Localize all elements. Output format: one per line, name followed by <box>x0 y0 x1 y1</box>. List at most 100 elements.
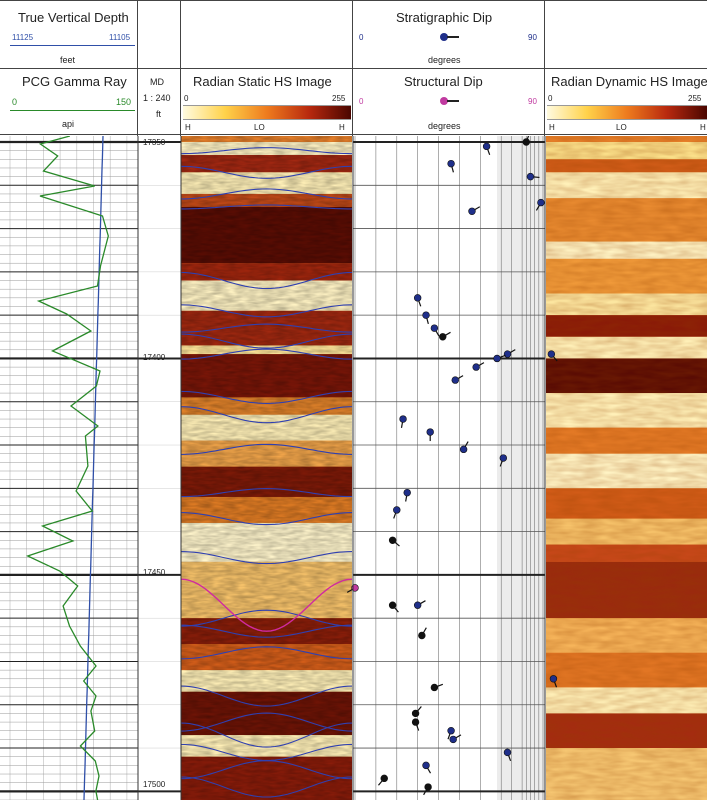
dip-tadpole <box>449 735 457 744</box>
static-h-right: H <box>339 123 345 132</box>
md-title: MD <box>150 77 164 87</box>
dip-tadpole <box>430 683 439 692</box>
dip-tadpole <box>549 675 558 683</box>
gamma-title: PCG Gamma Ray <box>22 74 127 89</box>
tvd-unit: feet <box>60 55 76 65</box>
sinusoid-trace <box>181 512 352 526</box>
dip-tadpole <box>422 761 430 770</box>
sinusoid-trace <box>181 646 352 660</box>
dip-shade <box>497 136 545 800</box>
dynamic-scale-right: 255 <box>688 94 702 103</box>
sinusoid-trace <box>181 685 352 707</box>
dip-tadpole <box>522 138 530 146</box>
dip-tadpole <box>439 333 447 341</box>
dip-tadpoles <box>346 136 558 796</box>
gamma-unit: api <box>62 119 75 129</box>
tvd-title: True Vertical Depth <box>18 10 129 25</box>
log-curves <box>25 136 109 800</box>
static-image-track <box>181 136 352 800</box>
gamma-bg <box>0 136 138 800</box>
dip-tadpole <box>468 207 476 215</box>
dip-tadpole <box>430 324 439 332</box>
sinusoid-trace <box>181 323 352 333</box>
sinusoid-trace <box>181 712 352 732</box>
dip-tadpole <box>411 709 420 718</box>
dip-tadpole <box>422 311 430 319</box>
dip-tadpole <box>388 601 397 609</box>
depth-label-17450: 17450 <box>143 568 166 577</box>
dip-tadpole <box>493 354 501 363</box>
sinusoid-trace <box>181 188 352 200</box>
dip-tadpole <box>413 294 422 302</box>
dip-tadpole <box>411 718 420 726</box>
dip-tadpole <box>399 415 407 423</box>
dynamic-image-title: Radian Dynamic HS Image <box>551 74 707 89</box>
dip-tadpole <box>451 376 459 384</box>
dip-tadpole <box>447 727 455 735</box>
dynamic-scale-left: 0 <box>548 94 553 103</box>
static-lo: LO <box>254 123 265 132</box>
tvd-curve <box>83 136 104 800</box>
struct-dip-symbol-icon <box>440 96 464 106</box>
log-tracks-canvas[interactable] <box>0 136 707 800</box>
static-image-title: Radian Static HS Image <box>193 74 332 89</box>
sinusoid-trace <box>181 333 352 349</box>
tvd-scale-left: 11125 <box>12 33 34 42</box>
dip-tadpole <box>447 159 455 168</box>
dip-tadpole <box>388 536 397 544</box>
gamma-grid <box>0 136 181 800</box>
tvd-scale-right: 11105 <box>109 33 131 42</box>
dynamic-h-right: H <box>700 123 706 132</box>
dip-tadpole <box>393 506 401 514</box>
strat-dip-symbol-icon <box>440 32 464 42</box>
dip-grid <box>353 136 545 800</box>
track-header: True Vertical Depth 11125 11105 feet PCG… <box>0 0 707 136</box>
depth-label-17400: 17400 <box>143 353 166 362</box>
dynamic-lo: LO <box>616 123 627 132</box>
dip-tadpole <box>499 454 508 462</box>
sinusoid-trace <box>181 722 352 748</box>
tvd-scale-line <box>10 45 135 46</box>
dynamic-color-scale <box>547 105 707 120</box>
dip-tadpole <box>413 601 422 609</box>
md-scale: 1 : 240 <box>143 93 171 103</box>
sinusoid-trace <box>181 304 352 318</box>
gamma-curve <box>25 136 109 800</box>
sinusoid-trace <box>181 488 352 498</box>
dip-tadpole <box>547 350 556 358</box>
sinusoid-trace <box>181 390 352 404</box>
strat-dip-scale-right: 90 <box>528 33 537 42</box>
sinusoid-trace <box>181 443 352 455</box>
dip-tadpole <box>482 142 491 151</box>
dip-tadpole <box>380 774 388 783</box>
strat-dip-scale-left: 0 <box>359 33 364 42</box>
sinusoid-trace <box>181 609 352 627</box>
sinusoid-trace <box>181 271 352 290</box>
dynamic-image-track <box>546 136 707 800</box>
gamma-scale-left: 0 <box>12 97 18 107</box>
static-color-scale <box>183 105 351 120</box>
struct-dip-scale-right: 90 <box>528 97 537 106</box>
sinusoid-trace <box>181 147 352 155</box>
depth-label-17500: 17500 <box>143 780 166 789</box>
static-h-left: H <box>185 123 191 132</box>
sinusoid-trace <box>181 578 352 632</box>
dynamic-h-left: H <box>549 123 555 132</box>
static-scale-right: 255 <box>332 94 346 103</box>
sinusoid-trace <box>181 348 352 360</box>
sinusoids <box>181 147 352 798</box>
static-scale-left: 0 <box>184 94 189 103</box>
dynamic-texture <box>546 136 707 800</box>
dip-tadpole <box>503 350 512 358</box>
gamma-scale-right: 150 <box>116 97 132 107</box>
sinusoid-trace <box>181 551 352 565</box>
sinusoid-trace <box>181 165 352 179</box>
md-unit: ft <box>156 109 162 119</box>
log-tracks[interactable]: 17350 17400 17450 17500 <box>0 136 707 800</box>
struct-dip-title: Structural Dip <box>404 74 483 89</box>
gamma-scale-line <box>10 110 135 111</box>
sinusoid-trace <box>181 776 352 798</box>
dip-tadpole <box>526 172 535 181</box>
dip-tadpole <box>426 428 434 436</box>
